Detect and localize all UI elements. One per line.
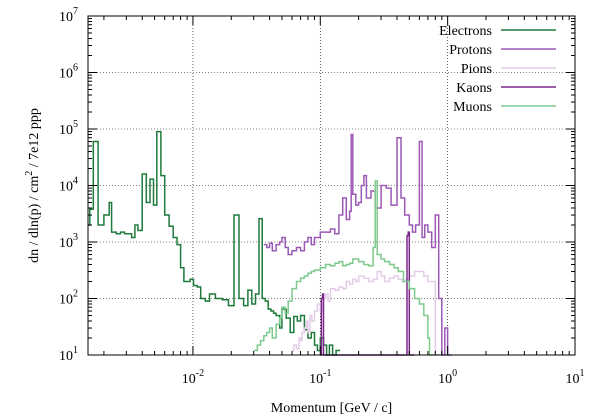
legend: Electrons Protons Pions Kaons Muons xyxy=(439,24,556,115)
legend-label: Kaons xyxy=(456,81,492,96)
x-tick-label: 101 xyxy=(566,368,585,387)
gridlines xyxy=(88,16,575,355)
series-protons xyxy=(263,133,452,356)
x-tick-label: 10-2 xyxy=(182,368,204,387)
y-tick-label: 102 xyxy=(59,289,78,308)
series-kaons xyxy=(320,231,415,356)
legend-label: Muons xyxy=(453,100,492,115)
y-tick-label: 103 xyxy=(59,232,78,251)
series-pions xyxy=(292,270,440,356)
y-tick-label: 101 xyxy=(59,345,78,364)
legend-label: Electrons xyxy=(439,24,492,39)
tick-labels: 10-2 10-1 100 101 101 102 103 104 105 106 107 xyxy=(59,6,585,387)
y-tick-label: 106 xyxy=(59,63,78,82)
y-tick-label: 105 xyxy=(59,119,78,138)
legend-label: Protons xyxy=(449,43,492,58)
axis-ticks xyxy=(88,15,576,356)
x-axis-title: Momentum [GeV / c] xyxy=(271,401,392,416)
y-tick-label: 107 xyxy=(59,6,78,25)
x-tick-label: 10-1 xyxy=(309,368,331,387)
series-lines xyxy=(88,130,452,356)
y-tick-label: 104 xyxy=(59,176,78,195)
y-axis-title: dn / dln(p) / cm2 / 7e12 ppp xyxy=(24,108,42,263)
legend-label: Pions xyxy=(461,62,492,77)
x-tick-label: 100 xyxy=(438,368,457,387)
series-muons xyxy=(253,180,434,356)
series-electrons xyxy=(88,130,341,356)
